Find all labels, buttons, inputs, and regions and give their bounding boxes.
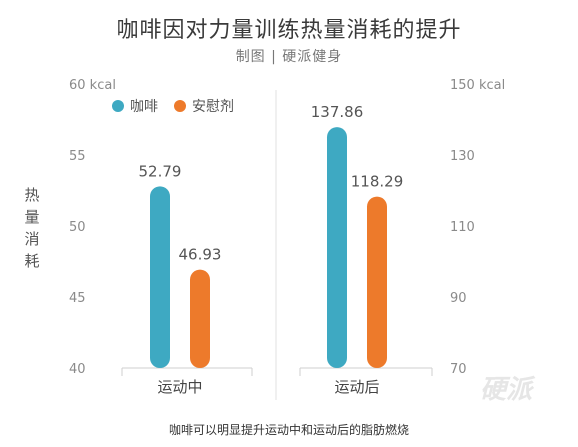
- x-category-label: 运动中: [157, 378, 202, 396]
- bar-value-label: 52.79: [139, 162, 182, 180]
- left-axis-tick-label: 50: [69, 220, 86, 235]
- legend-marker-coffee: [112, 100, 124, 112]
- bar-value-label: 137.86: [311, 103, 364, 121]
- bar-value-label: 118.29: [351, 173, 404, 191]
- x-category-label: 运动后: [334, 378, 379, 396]
- bar-placebo: [367, 196, 387, 368]
- bar-coffee: [327, 127, 347, 368]
- y-axis-label-char: 耗: [24, 252, 39, 270]
- chart-subtitle: 制图 | 硬派健身: [235, 49, 343, 65]
- right-axis-tick-label: 70: [450, 362, 467, 377]
- left-axis-tick-label: 55: [69, 149, 86, 164]
- bar-coffee: [150, 186, 170, 368]
- right-axis-tick-label: 150 kcal: [450, 78, 505, 93]
- y-axis-label-char: 量: [24, 208, 39, 226]
- left-axis-tick-label: 60 kcal: [69, 78, 116, 93]
- left-axis-tick-label: 45: [69, 291, 86, 306]
- y-axis-label-char: 消: [24, 230, 39, 248]
- bar-placebo: [190, 269, 210, 368]
- y-axis-label-char: 热: [24, 186, 39, 204]
- chart-title: 咖啡因对力量训练热量消耗的提升: [116, 18, 462, 43]
- legend-marker-placebo: [174, 100, 186, 112]
- chart-caption: 咖啡可以明显提升运动中和运动后的脂肪燃烧: [168, 423, 409, 437]
- watermark-logo: 硬派: [480, 375, 536, 405]
- right-axis-tick-label: 110: [450, 220, 475, 235]
- bar-value-label: 46.93: [179, 246, 222, 264]
- right-axis-tick-label: 90: [450, 291, 467, 306]
- left-axis-tick-label: 40: [69, 362, 86, 377]
- legend-label: 咖啡: [130, 99, 158, 115]
- right-axis-tick-label: 130: [450, 149, 475, 164]
- legend-label: 安慰剂: [192, 98, 234, 115]
